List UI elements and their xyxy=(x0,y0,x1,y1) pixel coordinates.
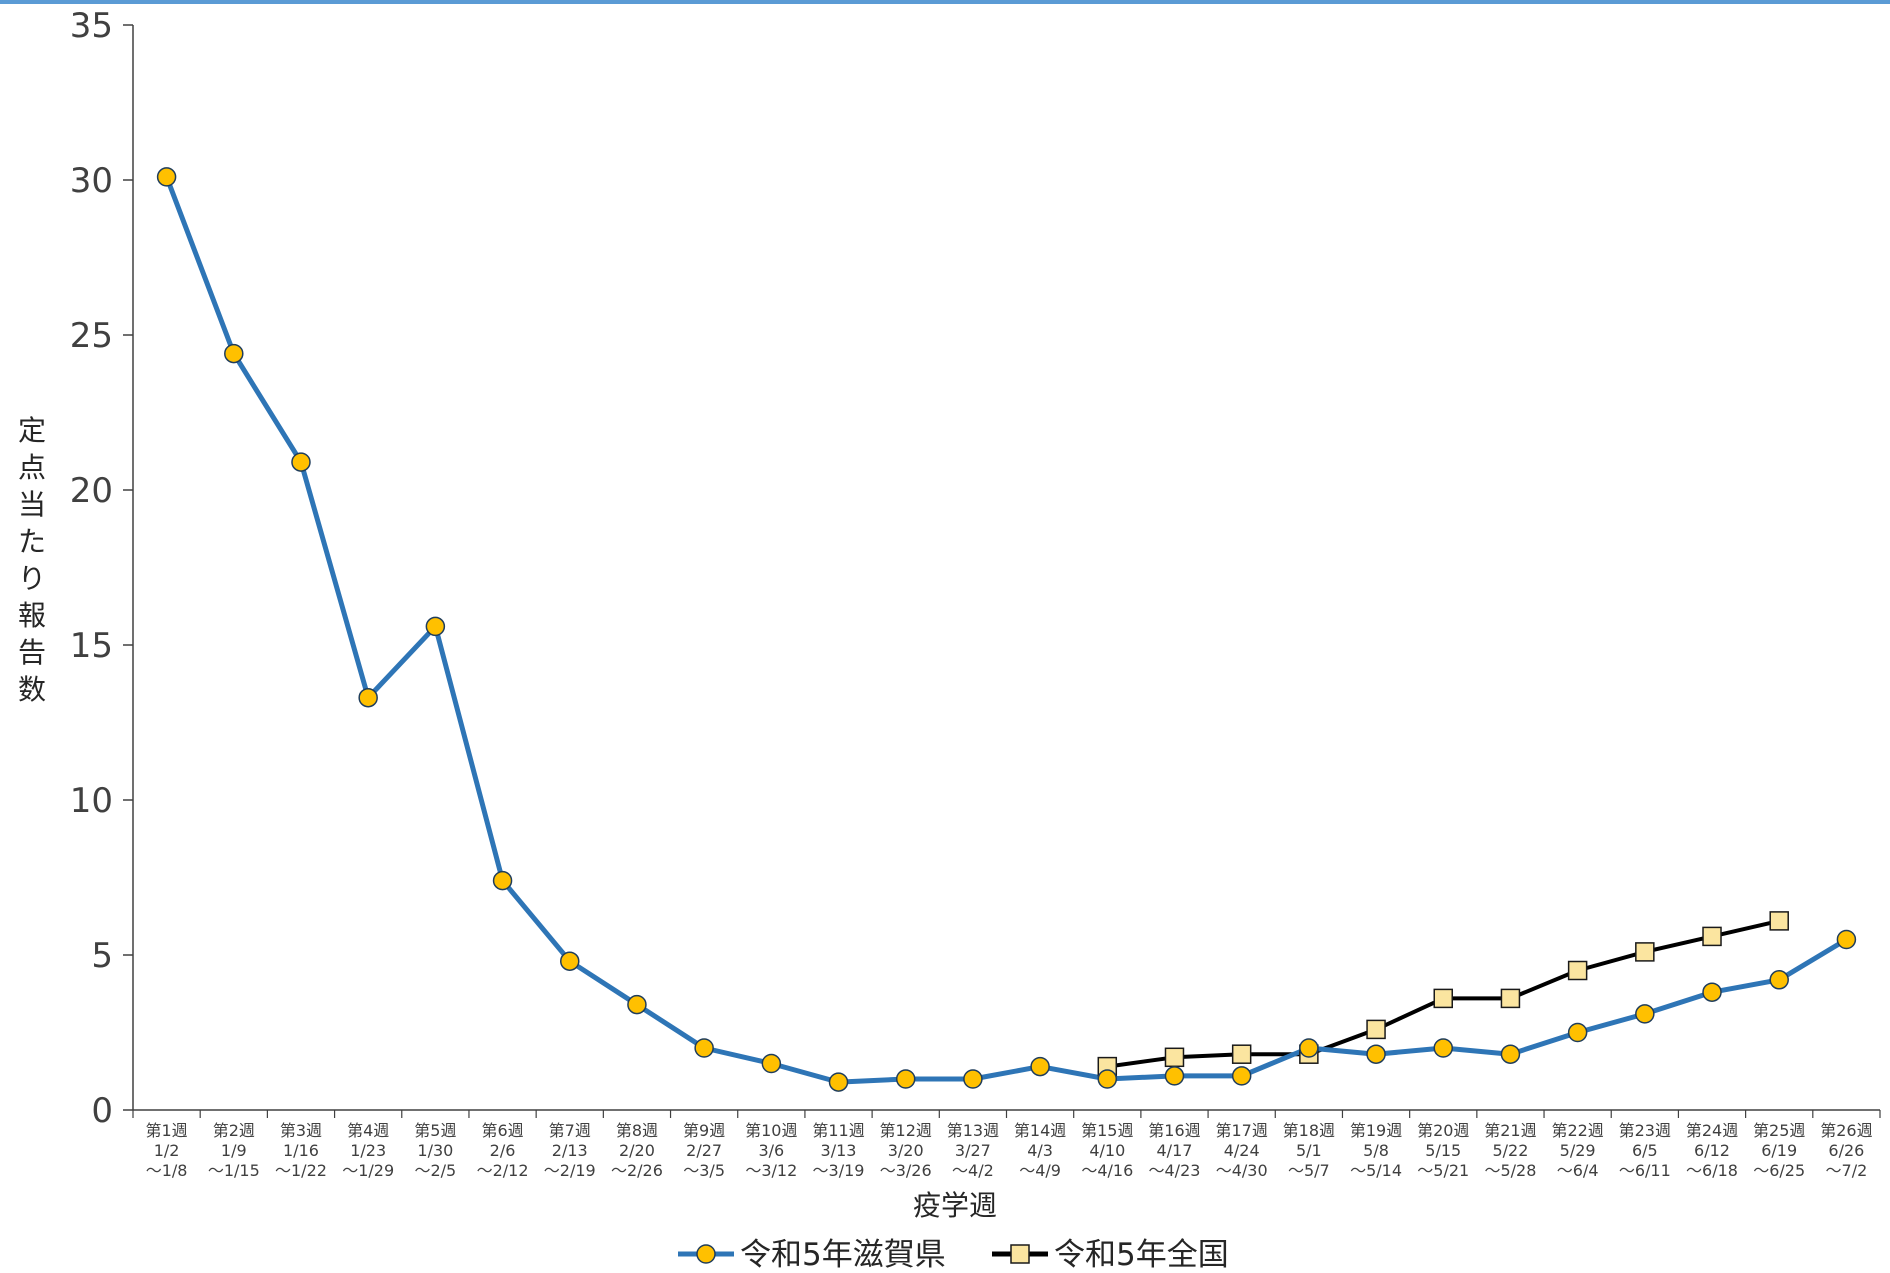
y-tick-label: 35 xyxy=(70,6,113,46)
data-point-shiga xyxy=(1097,1069,1118,1089)
data-point-shiga xyxy=(1635,1004,1655,1024)
data-point-shiga xyxy=(895,1069,916,1089)
legend-label: 令和5年全国 xyxy=(1054,1237,1229,1273)
top-border xyxy=(0,0,1890,4)
data-point-national xyxy=(1164,1047,1185,1068)
x-tick-label: 第22週 5/29 ～6/4 xyxy=(1551,1121,1603,1180)
x-tick-label: 第6週 2/6 ～2/12 xyxy=(477,1121,529,1180)
data-point-shiga xyxy=(560,951,580,971)
x-tick-label: 第17週 4/24 ～4/30 xyxy=(1215,1121,1267,1180)
x-tick-label: 第16週 4/17 ～4/23 xyxy=(1148,1121,1200,1180)
x-tick-label: 第12週 3/20 ～3/26 xyxy=(880,1121,932,1180)
data-point-shiga xyxy=(694,1038,714,1058)
data-point-shiga xyxy=(425,616,446,637)
x-tick-label: 第2週 1/9 ～1/15 xyxy=(208,1121,260,1180)
x-tick-label: 第21週 5/22 ～5/28 xyxy=(1484,1121,1536,1180)
data-point-shiga xyxy=(627,994,647,1015)
data-point-shiga xyxy=(963,1069,983,1089)
x-tick-label: 第14週 4/3 ～4/9 xyxy=(1014,1121,1066,1180)
data-point-shiga xyxy=(156,167,177,187)
x-tick-label: 第24週 6/12 ～6/18 xyxy=(1686,1121,1738,1180)
x-tick-label: 第23週 6/5 ～6/11 xyxy=(1619,1121,1671,1180)
data-point-shiga xyxy=(1567,1022,1588,1043)
data-point-shiga xyxy=(224,343,244,364)
x-tick-label: 第5週 1/30 ～2/5 xyxy=(414,1121,456,1180)
x-tick-label: 第15週 4/10 ～4/16 xyxy=(1081,1121,1133,1180)
x-axis-title: 疫学週 xyxy=(913,1189,997,1222)
y-tick-label: 5 xyxy=(91,936,113,976)
data-point-national xyxy=(1702,926,1722,947)
data-point-national xyxy=(1366,1019,1386,1040)
data-point-shiga xyxy=(1500,1044,1521,1064)
x-tick-label: 第20週 5/15 ～5/21 xyxy=(1417,1121,1469,1180)
data-point-shiga xyxy=(1164,1066,1185,1086)
x-tick-label: 第18週 5/1 ～5/7 xyxy=(1283,1121,1335,1180)
data-point-shiga xyxy=(1836,929,1857,950)
y-axis-title-char: た xyxy=(18,525,46,558)
y-tick-label: 20 xyxy=(70,471,113,511)
y-axis-title-char: 告 xyxy=(18,636,46,669)
data-point-national xyxy=(1635,942,1655,962)
legend-marker-shiga xyxy=(696,1244,716,1264)
data-point-national xyxy=(1769,911,1789,931)
data-point-shiga xyxy=(358,687,378,708)
data-point-shiga xyxy=(761,1053,782,1074)
data-point-national xyxy=(1231,1044,1252,1064)
legend-label: 令和5年滋賀県 xyxy=(740,1237,946,1273)
data-point-shiga xyxy=(1769,970,1789,990)
legend: 令和5年滋賀県 令和5年全国 xyxy=(678,1237,1229,1273)
y-axis-title-char: り xyxy=(18,562,46,595)
y-tick-label: 25 xyxy=(70,316,113,356)
x-tick-label: 第7週 2/13 ～2/19 xyxy=(544,1121,596,1180)
x-tick-label: 第11週 3/13 ～3/19 xyxy=(812,1121,864,1180)
y-tick-label: 30 xyxy=(70,161,113,201)
data-point-shiga xyxy=(1030,1056,1050,1077)
x-tick-label: 第3週 1/16 ～1/22 xyxy=(275,1121,327,1180)
data-point-shiga xyxy=(1366,1044,1386,1064)
y-axis-title-char: 報 xyxy=(18,599,46,632)
x-tick-label: 第8週 2/20 ～2/26 xyxy=(611,1121,663,1180)
data-point-shiga xyxy=(1299,1038,1319,1058)
y-axis-title-char: 点 xyxy=(18,451,46,484)
x-tick-label: 第26週 6/26 ～7/2 xyxy=(1820,1121,1872,1180)
data-point-shiga xyxy=(828,1072,849,1092)
data-point-shiga xyxy=(1702,982,1722,1002)
data-point-shiga xyxy=(1231,1066,1252,1086)
legend-marker-national xyxy=(1010,1244,1030,1264)
data-point-national xyxy=(1433,988,1453,1009)
x-tick-label: 第25週 6/19 ～6/25 xyxy=(1753,1121,1805,1180)
x-tick-label: 第13週 3/27 ～4/2 xyxy=(947,1121,999,1180)
data-point-shiga xyxy=(492,870,513,891)
x-tick-label: 第19週 5/8 ～5/14 xyxy=(1350,1121,1402,1180)
data-point-shiga xyxy=(291,452,311,472)
y-axis-title-char: 数 xyxy=(18,673,46,706)
x-axis: 第1週 1/2 ～1/8 第2週 1/9 ～1/15 第3週 1/16 ～1/22 第4週 1/23… xyxy=(132,1109,1881,1180)
data-point-national xyxy=(1567,960,1588,981)
series-line-shiga xyxy=(164,176,1848,1085)
y-axis-title-char: 定 xyxy=(18,414,46,447)
x-tick-label: 第1週 1/2 ～1/8 xyxy=(146,1121,188,1180)
y-axis: 0 5 10 15 20 25 30 35 xyxy=(70,6,134,1131)
data-point-national xyxy=(1500,988,1521,1009)
y-axis-title-char: 当 xyxy=(18,488,46,521)
x-tick-label: 第4週 1/23 ～1/29 xyxy=(342,1121,394,1180)
data-point-shiga xyxy=(1433,1038,1453,1058)
x-tick-label: 第10週 3/6 ～3/12 xyxy=(745,1121,797,1180)
plot-area xyxy=(156,167,1857,1092)
y-tick-label: 0 xyxy=(91,1091,113,1131)
x-tick-label: 第9週 2/27 ～3/5 xyxy=(683,1121,725,1180)
y-tick-label: 15 xyxy=(70,626,113,666)
y-tick-label: 10 xyxy=(70,781,113,821)
